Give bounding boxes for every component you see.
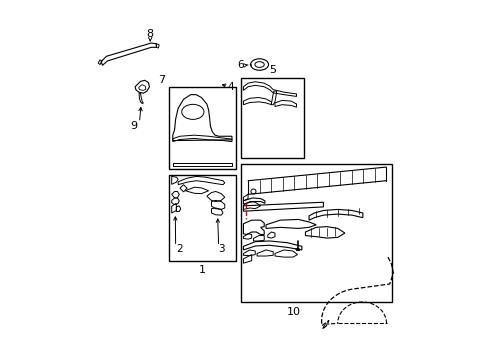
Bar: [169, 87, 235, 169]
Text: 3: 3: [218, 244, 224, 254]
Text: 2: 2: [176, 244, 182, 254]
Text: 8: 8: [146, 29, 153, 39]
Text: 5: 5: [268, 65, 275, 75]
Text: 9: 9: [130, 121, 137, 131]
Text: 6: 6: [237, 60, 244, 70]
Bar: [241, 164, 391, 302]
Text: 7: 7: [158, 75, 164, 85]
Text: 4: 4: [227, 82, 234, 93]
Bar: [241, 78, 303, 158]
Text: 10: 10: [286, 307, 300, 317]
Bar: [169, 175, 235, 261]
Text: 1: 1: [199, 265, 205, 275]
